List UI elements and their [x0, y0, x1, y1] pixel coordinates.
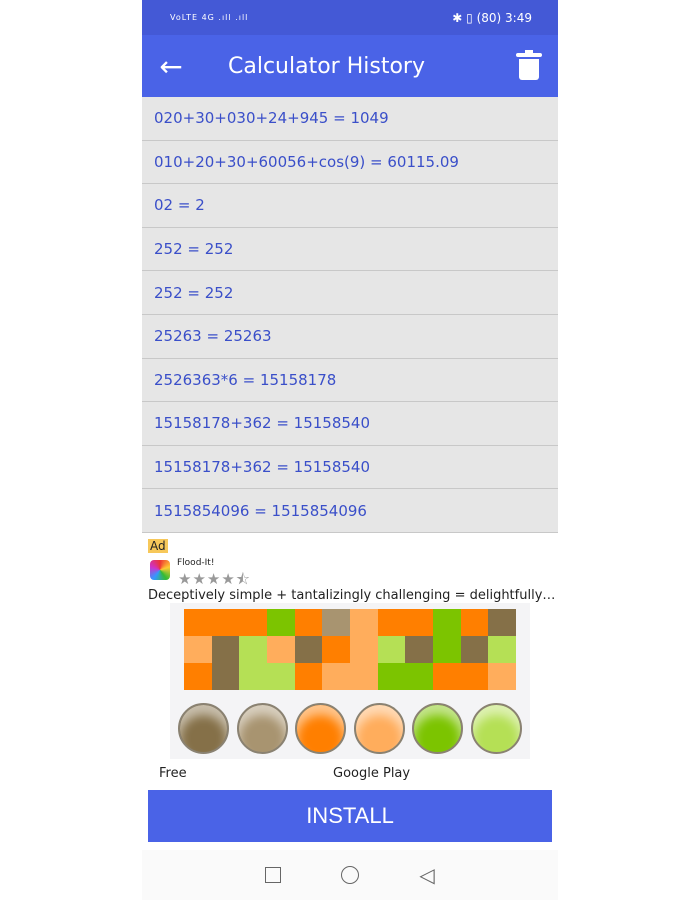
arrow-left-icon[interactable]: ←: [159, 49, 183, 83]
grid-cell: [294, 635, 323, 663]
grid-cell: [239, 662, 267, 690]
grid-cell: [322, 662, 350, 690]
phone-screen: VoLTE 4G .ıll .ıll ✱ ▯ (80) 3:49 ← Calcu…: [142, 0, 558, 900]
grid-cell: [294, 608, 323, 636]
grid-cell: [266, 662, 295, 690]
store-label: Google Play: [333, 765, 411, 781]
grid-cell: [460, 635, 489, 663]
grid-cell: [488, 608, 516, 636]
app-icon: [150, 559, 170, 580]
grid-cell: [239, 608, 267, 636]
history-item[interactable]: 15158178+362 = 15158540: [142, 402, 558, 446]
grid-cell: [405, 608, 433, 636]
grid-cell: [349, 662, 378, 690]
grid-cell: [377, 662, 406, 690]
history-item[interactable]: 25263 = 25263: [142, 315, 558, 359]
grid-cell: [405, 635, 433, 663]
app-name: Flood-It!: [177, 557, 215, 568]
history-item[interactable]: 252 = 252: [142, 271, 558, 315]
color-balls: [178, 702, 522, 754]
color-ball: [295, 702, 347, 754]
back-triangle-icon[interactable]: ◁: [419, 863, 435, 887]
grid-cell: [294, 662, 323, 690]
ad-banner[interactable]: Ad Flood-It! ★★★★⯪ Deceptively simple + …: [142, 533, 558, 788]
grid-cell: [349, 635, 378, 663]
install-button[interactable]: INSTALL: [148, 790, 552, 842]
grid-cell: [460, 608, 489, 636]
star-rating: ★★★★⯪: [178, 569, 251, 588]
signal-indicators: VoLTE 4G .ıll .ıll: [170, 13, 249, 22]
app-bar: ← Calculator History: [142, 35, 558, 97]
recents-icon[interactable]: [265, 867, 282, 883]
status-bar: VoLTE 4G .ıll .ıll ✱ ▯ (80) 3:49: [142, 0, 558, 35]
status-right: ✱ ▯ (80) 3:49: [452, 10, 532, 25]
history-item[interactable]: 02 = 2: [142, 184, 558, 228]
grid-cell: [377, 635, 406, 663]
nav-bar: ◁: [142, 850, 558, 900]
ad-badge: Ad: [148, 538, 168, 553]
color-ball: [236, 702, 288, 754]
grid-cell: [266, 635, 295, 663]
grid-cell: [432, 608, 461, 636]
clock: 3:49: [505, 10, 532, 25]
grid-cell: [184, 635, 212, 663]
color-ball: [412, 702, 464, 754]
price-label: Free: [159, 765, 187, 781]
grid-cell: [211, 608, 240, 636]
grid-cell: [211, 635, 240, 663]
grid-cell: [405, 662, 433, 690]
grid-cell: [432, 662, 461, 690]
history-item[interactable]: 2526363*6 = 15158178: [142, 359, 558, 403]
history-item[interactable]: 010+20+30+60056+cos(9) = 60115.09: [142, 141, 558, 185]
home-icon[interactable]: [341, 866, 360, 884]
history-item[interactable]: 020+30+030+24+945 = 1049: [142, 97, 558, 141]
grid-cell: [239, 635, 267, 663]
flood-grid: [184, 608, 516, 690]
history-item[interactable]: 1515854096 = 1515854096: [142, 489, 558, 533]
color-ball: [353, 702, 405, 754]
battery-level: 80: [481, 10, 497, 25]
grid-cell: [322, 635, 350, 663]
grid-cell: [184, 662, 212, 690]
grid-cell: [349, 608, 378, 636]
grid-cell: [488, 635, 516, 663]
history-list: 020+30+030+24+945 = 1049 010+20+30+60056+…: [142, 97, 558, 533]
grid-cell: [211, 662, 240, 690]
history-item[interactable]: 252 = 252: [142, 228, 558, 272]
grid-cell: [432, 635, 461, 663]
grid-cell: [322, 608, 350, 636]
grid-cell: [184, 608, 212, 636]
ad-description: Deceptively simple + tantalizingly chall…: [148, 587, 556, 603]
grid-cell: [488, 662, 516, 690]
promo-image: [170, 602, 530, 759]
history-item[interactable]: 15158178+362 = 15158540: [142, 446, 558, 490]
color-ball: [178, 702, 229, 754]
color-ball: [470, 702, 522, 754]
page-title: Calculator History: [228, 53, 425, 79]
grid-cell: [377, 608, 406, 636]
trash-icon[interactable]: [516, 50, 542, 81]
grid-cell: [460, 662, 489, 690]
grid-cell: [266, 608, 295, 636]
